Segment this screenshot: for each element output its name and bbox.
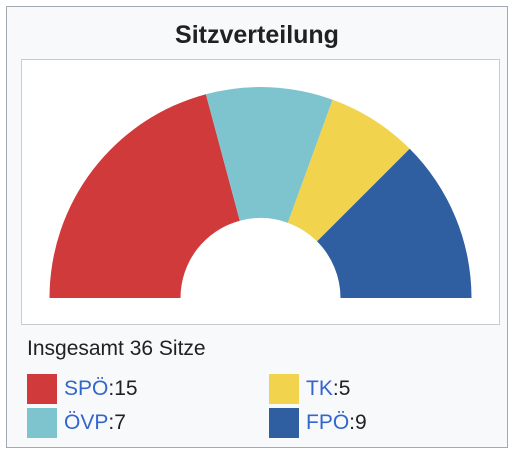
legend-party-link-ovp[interactable]: ÖVP <box>64 411 109 434</box>
legend-party-link-spo[interactable]: SPÖ <box>64 377 109 400</box>
legend-sep: : <box>108 377 115 400</box>
chart-frame <box>21 59 500 325</box>
legend-item-spo: SPÖ: 15 <box>27 374 138 404</box>
seat-segment-ÖVP <box>205 86 333 223</box>
seat-segment-SPÖ <box>49 94 240 298</box>
legend-item-fpo: FPÖ: 9 <box>269 408 367 438</box>
legend-item-tk: TK: 5 <box>269 374 350 404</box>
legend-party-link-tk[interactable]: TK <box>306 377 333 400</box>
seat-segment-TK <box>287 99 410 242</box>
total-seats-label: Insgesamt 36 Sitze <box>27 337 206 360</box>
parliament-chart <box>49 86 472 298</box>
seat-segment-FPÖ <box>317 148 472 298</box>
legend-party-link-fpo[interactable]: FPÖ <box>306 411 350 434</box>
legend-swatch-spo <box>27 374 57 404</box>
legend-seats-tk: 5 <box>338 377 351 400</box>
legend-swatch-ovp <box>27 408 57 438</box>
chart-title: Sitzverteilung <box>175 21 339 49</box>
legend-swatch-fpo <box>269 408 299 438</box>
legend-sep: : <box>108 411 115 434</box>
legend-sep: : <box>332 377 339 400</box>
legend-seats-ovp: 7 <box>114 411 126 434</box>
seat-distribution-box: Sitzverteilung Insgesamt 36 Sitze SPÖ: 1… <box>6 6 508 448</box>
legend-seats-spo: 15 <box>114 377 138 400</box>
legend-item-ovp: ÖVP: 7 <box>27 408 126 438</box>
legend-swatch-tk <box>269 374 299 404</box>
legend-sep: : <box>349 411 356 434</box>
legend-seats-fpo: 9 <box>355 411 367 434</box>
